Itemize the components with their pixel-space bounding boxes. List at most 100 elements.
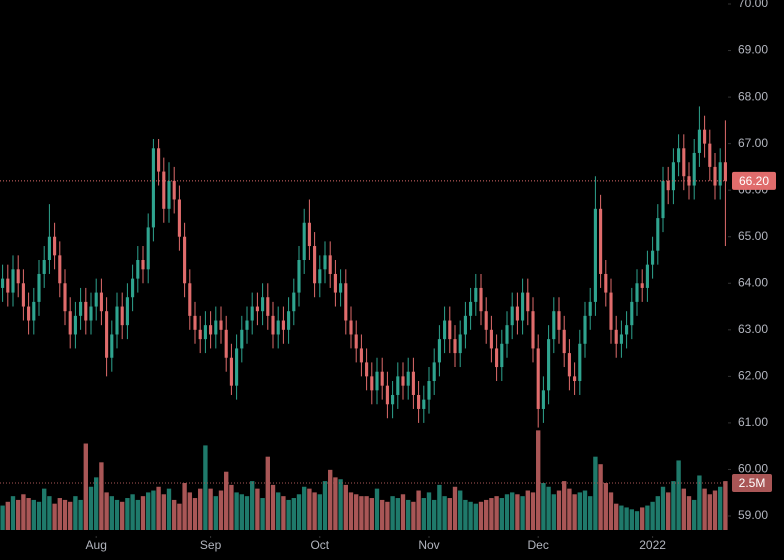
volume-bar [385,501,390,530]
volume-bar [21,494,26,530]
volume-bar [99,462,104,530]
candle-body [79,301,83,316]
volume-bar [120,501,125,530]
candle-body [666,180,670,191]
candle-body [162,171,166,209]
candle-body [573,376,577,382]
volume-marker-box [732,474,772,492]
candle-body [541,390,545,409]
volume-bar [666,492,671,530]
candle-body [287,311,291,330]
volume-bar [250,481,255,530]
volume-bar [426,492,432,530]
volume-bar [411,501,416,530]
volume-bar [582,490,588,530]
candle-body [406,371,410,386]
candle-body [677,148,681,163]
candle-body [521,292,525,321]
axis-layer: 59.0060.0061.0062.0063.0064.0065.0066.00… [0,0,776,552]
candle-body [380,371,384,386]
volume-bar [723,481,728,530]
volume-bar [359,496,364,530]
volume-bar [406,499,411,530]
candle-body [99,292,103,312]
candle-body [328,255,332,274]
volume-bar [198,488,203,530]
volume-bar [541,483,546,530]
volume-bar [416,490,421,530]
candle-body [583,315,587,344]
volume-bar [452,486,458,530]
volume-bar [556,490,562,530]
volume-bar [88,486,94,530]
volume-bar [442,496,447,530]
volume-bar [291,498,296,530]
volume-bar [130,494,135,530]
volume-bar [135,499,140,530]
candle-body [359,348,363,363]
volume-bar [57,498,62,530]
volume-bar [109,496,114,530]
volume-bar [629,509,634,530]
candle-body [229,357,233,386]
volume-bar [26,498,31,530]
candle-body [370,376,374,391]
volume-bar [432,499,437,530]
candle-body [463,315,467,335]
candle-body [718,162,722,186]
volume-bar [203,445,208,530]
volume-bar [239,494,244,530]
volume-bar [151,490,156,530]
candle-body [1,278,5,288]
volume-bar [281,496,286,530]
volume-bar [62,499,68,530]
candle-body [250,306,254,321]
candle-body [723,162,727,181]
volume-bar [468,501,473,530]
volume-bar [187,492,192,530]
volume-bar [645,505,650,530]
candle-body [203,325,207,340]
volume-bar [322,481,328,530]
candle-body [417,394,421,409]
volume-bar [588,496,593,530]
volume-bar [697,475,702,530]
volume-bar [328,469,333,530]
volume-bar [520,496,525,530]
y-tick-label: 68.00 [738,89,768,103]
candle-body [307,222,311,247]
volume-bar [348,492,354,530]
volume-bar [343,484,348,530]
candle-body [365,362,369,377]
volume-bar [447,498,452,530]
x-tick-label: Nov [418,538,439,552]
y-tick-label: 65.00 [738,229,768,243]
candle-body [469,301,473,316]
volume-bar [603,483,608,530]
volume-bar [718,486,723,530]
x-tick-label: Dec [528,538,549,552]
candle-body [172,180,176,200]
volume-bar [608,492,614,530]
candle-body [703,129,707,144]
candle-body [136,260,140,279]
volume-bar [218,490,224,530]
volume-bar [146,492,151,530]
volume-bar [47,496,52,530]
y-tick-label: 67.00 [738,136,768,150]
volume-bar [161,494,166,530]
y-tick-label: 62.00 [738,369,768,383]
candle-body [27,306,31,321]
candle-body [16,269,20,284]
candle-body [115,306,119,335]
volume-bar [255,488,260,530]
volume-bar [333,477,338,530]
candle-body [396,376,400,395]
candle-body [562,329,566,354]
volume-bar [83,443,88,530]
volume-bar [567,488,572,530]
candle-body [255,306,259,312]
candle-body [682,148,686,177]
candle-body [193,315,197,330]
candle-body [323,255,327,270]
